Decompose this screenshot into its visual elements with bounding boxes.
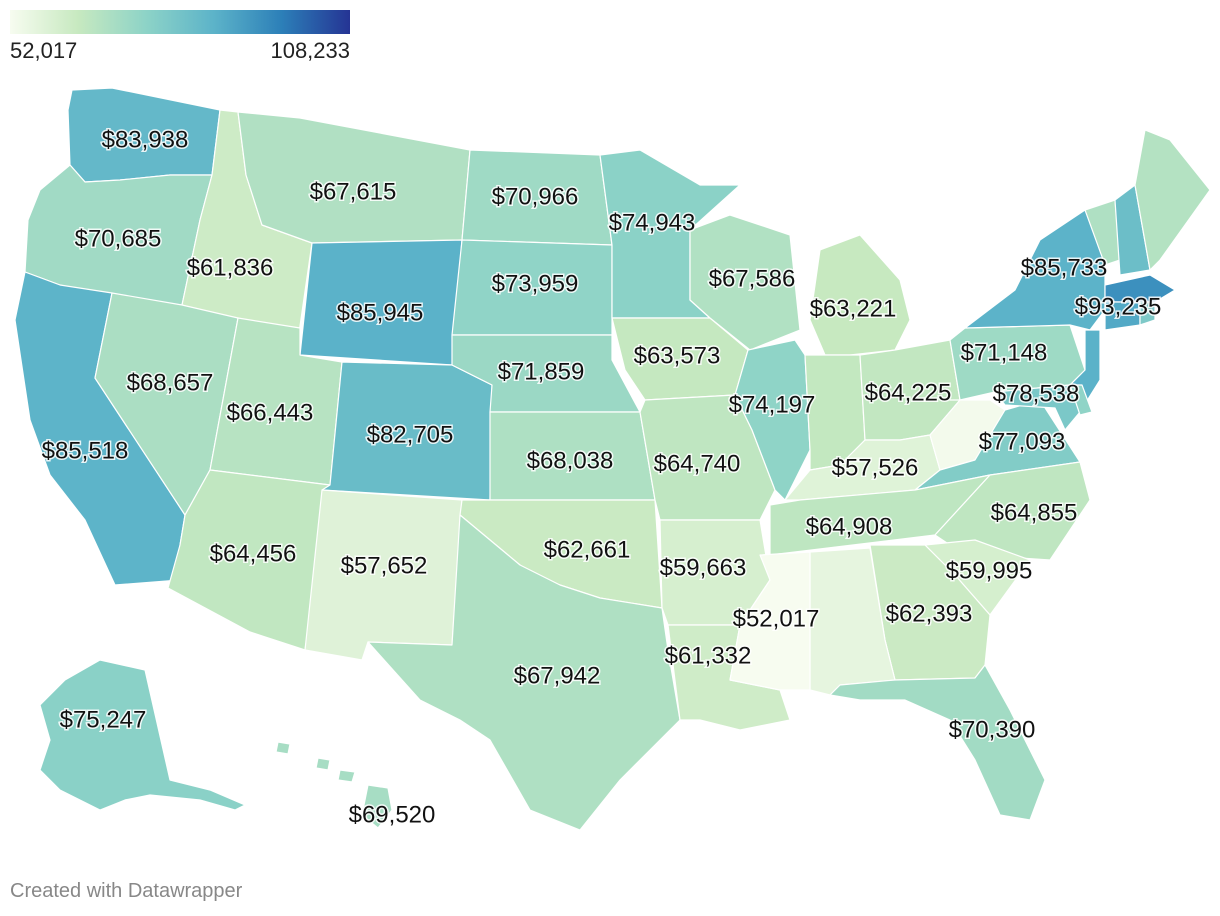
label-il: $74,197 (729, 391, 816, 418)
label-oh: $64,225 (865, 379, 952, 406)
label-ne: $71,859 (498, 358, 585, 385)
label-ks: $68,038 (527, 447, 614, 474)
label-sc: $59,995 (946, 557, 1033, 584)
state-hi-main[interactable] (361, 784, 393, 829)
state-wi[interactable] (689, 214, 801, 351)
state-hi-oahu[interactable] (315, 757, 331, 771)
label-pa: $71,148 (961, 339, 1048, 366)
label-id: $61,836 (187, 254, 274, 281)
state-tx[interactable] (367, 514, 681, 831)
credit-text: Created with Datawrapper (10, 880, 243, 902)
label-nd: $70,966 (492, 183, 579, 210)
label-nm: $57,652 (341, 552, 428, 579)
label-or: $70,685 (75, 225, 162, 252)
legend-min-label: 52,017 (10, 38, 78, 63)
label-tn: $64,908 (806, 513, 893, 540)
label-va: $77,093 (979, 428, 1066, 455)
label-ar: $59,663 (660, 554, 747, 581)
state-ak[interactable] (39, 659, 246, 811)
legend-gradient-bar (10, 10, 350, 34)
state-hi-kauai[interactable] (275, 741, 291, 755)
label-hi: $69,520 (349, 801, 436, 828)
state-ri[interactable] (1139, 301, 1156, 326)
label-ca: $85,518 (42, 437, 129, 464)
label-tx: $67,942 (514, 662, 601, 689)
label-ms: $52,017 (733, 605, 820, 632)
label-ky: $57,526 (832, 454, 919, 481)
label-mo: $64,740 (654, 450, 741, 477)
state-fl[interactable] (829, 664, 1046, 821)
state-de[interactable] (1069, 384, 1093, 416)
label-la: $61,332 (665, 642, 752, 669)
state-ma[interactable] (1104, 274, 1176, 303)
label-wa: $83,938 (102, 126, 189, 153)
label-az: $64,456 (210, 540, 297, 567)
label-ok: $62,661 (544, 536, 631, 563)
label-ma: $93,235 (1075, 293, 1162, 320)
label-co: $82,705 (367, 421, 454, 448)
legend-max-label: 108,233 (270, 38, 350, 63)
label-mi: $63,221 (810, 295, 897, 322)
label-mt: $67,615 (310, 178, 397, 205)
label-ut: $66,443 (227, 399, 314, 426)
state-ms[interactable] (729, 551, 811, 691)
label-nc: $64,855 (991, 499, 1078, 526)
label-ia: $63,573 (634, 342, 721, 369)
label-wi: $67,586 (709, 265, 796, 292)
label-ny: $85,733 (1021, 254, 1108, 281)
state-me[interactable] (1134, 129, 1211, 271)
state-hi-maui[interactable] (337, 769, 356, 783)
label-ak: $75,247 (60, 706, 147, 733)
label-mn: $74,943 (609, 209, 696, 236)
label-sd: $73,959 (492, 270, 579, 297)
label-nv: $68,657 (127, 369, 214, 396)
label-fl: $70,390 (949, 716, 1036, 743)
label-md: $78,538 (993, 380, 1080, 407)
us-choropleth-map: $83,938 $70,685 $85,518 $61,836 $68,657 … (14, 87, 1211, 831)
color-legend: 52,017 108,233 (10, 10, 350, 63)
label-ga: $62,393 (886, 600, 973, 627)
label-wy: $85,945 (337, 299, 424, 326)
